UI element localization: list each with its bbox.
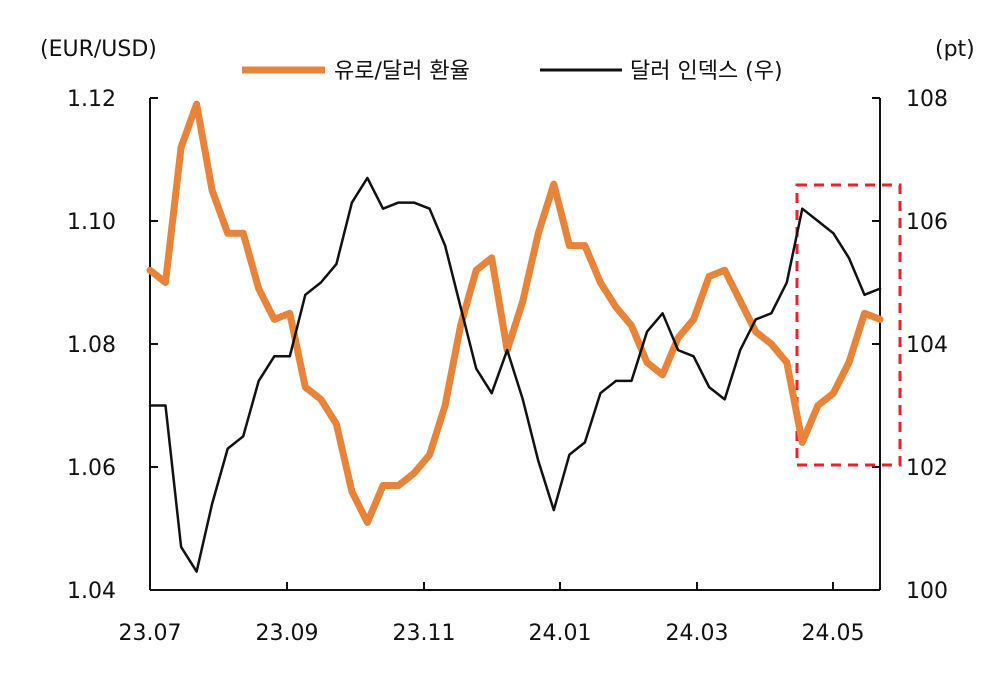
series-lines — [146, 100, 884, 573]
highlight-box — [795, 183, 902, 467]
legend: 유로/달러 환율 달러 인덱스 (우) — [242, 59, 783, 84]
highlight-box-group — [795, 183, 902, 467]
right-tick-label: 108 — [906, 87, 948, 112]
series-line-eurusd — [146, 100, 884, 526]
axes: 1.04 1.06 1.08 1.10 1.12 100 102 104 106 108 23.07… — [67, 87, 948, 646]
x-tick-label: 24.05 — [802, 621, 865, 646]
legend-label-eurusd: 유로/달러 환율 — [334, 59, 470, 84]
left-tick-label: 1.12 — [67, 87, 116, 112]
right-tick-label: 102 — [906, 456, 948, 481]
right-tick-label: 104 — [906, 333, 948, 358]
right-tick-label: 100 — [906, 579, 948, 604]
legend-label-dxy: 달러 인덱스 (우) — [630, 59, 783, 84]
right-tick-label: 106 — [906, 210, 948, 235]
series-line-dollar-index — [148, 176, 882, 573]
x-tick-label: 24.03 — [666, 621, 729, 646]
right-axis-unit: (pt) — [935, 37, 975, 62]
x-tick-label: 23.11 — [393, 621, 456, 646]
x-tick-label: 23.09 — [256, 621, 319, 646]
x-tick-label: 23.07 — [119, 621, 182, 646]
left-tick-label: 1.04 — [67, 579, 116, 604]
left-tick-label: 1.08 — [67, 333, 116, 358]
left-tick-label: 1.06 — [67, 456, 116, 481]
left-tick-label: 1.10 — [67, 210, 116, 235]
x-tick-label: 24.01 — [529, 621, 592, 646]
left-axis-unit: (EUR/USD) — [40, 37, 157, 62]
